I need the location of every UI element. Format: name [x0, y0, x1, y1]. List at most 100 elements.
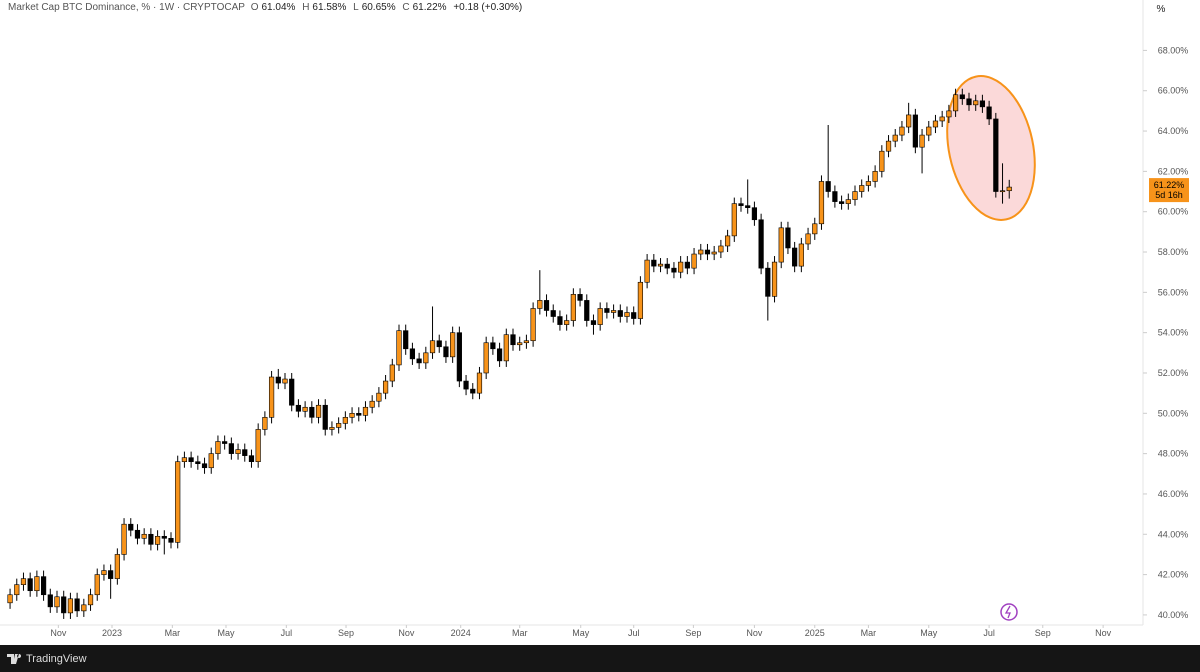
candle-body [577, 294, 583, 301]
candle-body [946, 110, 952, 118]
candle-body [510, 334, 516, 346]
candle-body [926, 126, 932, 136]
candle-body [644, 259, 650, 283]
candle-body [302, 406, 308, 412]
candle-body [496, 348, 503, 362]
candle-body [892, 134, 898, 142]
candle-body [872, 171, 878, 182]
candle-body [349, 413, 355, 418]
price-label-box [1149, 178, 1189, 203]
candle-body [141, 533, 147, 539]
candle-body [792, 247, 798, 267]
candle-body [745, 205, 751, 208]
candle-body [463, 380, 469, 390]
candle-body [919, 134, 925, 148]
candle-body [403, 330, 409, 350]
candle-body [262, 417, 268, 430]
candle-body [7, 594, 13, 604]
candle-body [409, 348, 416, 360]
candle-body [718, 245, 724, 253]
candle-body [40, 576, 47, 596]
candle-body [228, 443, 234, 454]
x-tick-label: Nov [398, 628, 415, 638]
x-tick-label: Sep [1035, 628, 1051, 638]
scale-button[interactable]: % [1156, 4, 1166, 15]
candle-body [87, 594, 94, 606]
candle-body [557, 316, 563, 325]
candle-body [805, 233, 811, 245]
ohlc-value: 61.04% [261, 2, 296, 13]
candle-body [268, 376, 275, 418]
y-tick-label: 46.00% [1158, 489, 1189, 499]
candle-body [993, 118, 999, 192]
candle-body [637, 281, 644, 319]
x-tick-label: Nov [746, 628, 763, 638]
candle-body [812, 223, 818, 235]
candle-body [20, 578, 27, 585]
candle-body [731, 203, 737, 237]
candle-body [121, 523, 127, 555]
candle-body [597, 308, 603, 325]
candle-body [999, 190, 1006, 193]
candle-body [436, 340, 442, 348]
candle-body [309, 406, 315, 418]
candle-body [329, 427, 335, 430]
candle-body [818, 181, 825, 225]
x-tick-label: Sep [685, 628, 701, 638]
candle-body [94, 574, 100, 596]
candle-body [61, 596, 67, 614]
y-tick-label: 40.00% [1158, 610, 1189, 620]
candle-body [222, 441, 228, 444]
candle-body [590, 320, 597, 325]
candle-body [952, 94, 959, 112]
candle-body [476, 372, 483, 394]
candle-body [765, 267, 771, 297]
candle-body [939, 116, 945, 122]
y-tick-label: 52.00% [1158, 368, 1189, 378]
candle-body [1006, 186, 1012, 192]
candle-body [382, 380, 389, 394]
change: +0.18 (+0.30%) [453, 2, 523, 13]
ohlc-key: O [250, 2, 259, 13]
candle-body [336, 423, 342, 428]
candle-body [289, 378, 295, 406]
candle-body [530, 308, 536, 342]
y-tick-label: 56.00% [1158, 287, 1189, 297]
flash-icon[interactable] [1000, 603, 1018, 621]
candle-body [852, 191, 858, 200]
x-tick-label: Mar [861, 628, 877, 638]
candle-body [429, 340, 436, 354]
candle-body [885, 140, 892, 152]
candle-body [798, 243, 804, 267]
candle-body [664, 263, 670, 269]
y-tick-label: 60.00% [1158, 207, 1189, 217]
candle-body [671, 267, 677, 273]
candle-body [604, 308, 610, 313]
candle-body [443, 346, 449, 358]
candle-body [879, 150, 885, 172]
candle-body [617, 310, 623, 317]
x-tick-label: Nov [1095, 628, 1112, 638]
candle-body [181, 457, 188, 462]
candle-body [543, 300, 550, 311]
candle-body [631, 312, 637, 319]
y-tick-label: 50.00% [1158, 408, 1189, 418]
x-tick-label: Mar [512, 628, 528, 638]
symbol-title: Market Cap BTC Dominance, % · 1W · CRYPT… [8, 2, 245, 13]
candle-body [684, 261, 690, 269]
candle-body [242, 449, 248, 456]
candle-body [906, 114, 912, 128]
candle-body [698, 249, 704, 255]
candle-body [517, 342, 523, 346]
candle-body [81, 604, 87, 612]
candle-body [771, 261, 778, 297]
candle-body [54, 596, 60, 608]
y-tick-label: 62.00% [1158, 166, 1189, 176]
candle-body [154, 535, 161, 545]
candle-body [758, 219, 764, 269]
x-tick-label: Jul [983, 628, 995, 638]
y-tick-label: 68.00% [1158, 45, 1189, 55]
flash-icon-bolt [1004, 605, 1011, 619]
candle-body [215, 441, 221, 454]
